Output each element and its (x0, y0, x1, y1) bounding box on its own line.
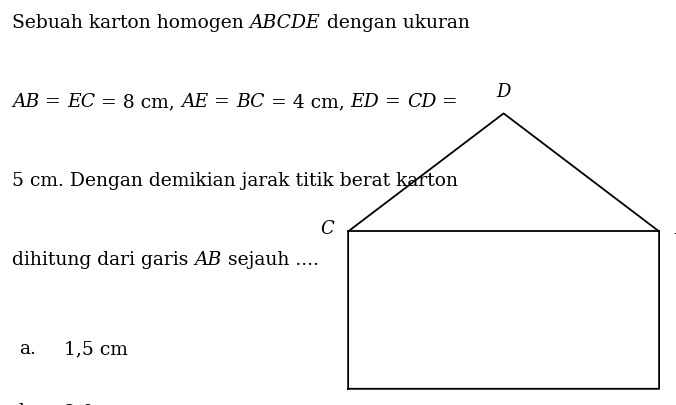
Text: =: = (39, 93, 67, 111)
Text: = 8 cm,: = 8 cm, (95, 93, 181, 111)
Text: =: = (436, 93, 458, 111)
Text: CD: CD (407, 93, 436, 111)
Text: Sebuah karton homogen: Sebuah karton homogen (12, 14, 250, 32)
Text: AE: AE (181, 93, 208, 111)
Text: sejauh ....: sejauh .... (222, 251, 318, 269)
Text: a.: a. (19, 340, 36, 358)
Text: ED: ED (350, 93, 379, 111)
Text: E: E (674, 220, 676, 239)
Text: b.: b. (19, 403, 37, 405)
Text: 2,0 cm: 2,0 cm (64, 403, 128, 405)
Text: D: D (496, 83, 511, 101)
Text: dengan ukuran: dengan ukuran (320, 14, 470, 32)
Text: ABCDE: ABCDE (250, 14, 320, 32)
Text: =: = (379, 93, 407, 111)
Text: BC: BC (236, 93, 264, 111)
Text: EC: EC (67, 93, 95, 111)
Text: AB: AB (12, 93, 39, 111)
Text: 5 cm. Dengan demikian jarak titik berat karton: 5 cm. Dengan demikian jarak titik berat … (12, 172, 458, 190)
Text: = 4 cm,: = 4 cm, (264, 93, 350, 111)
Text: =: = (208, 93, 236, 111)
Text: 1,5 cm: 1,5 cm (64, 340, 128, 358)
Text: AB: AB (195, 251, 222, 269)
Text: C: C (320, 220, 334, 239)
Text: dihitung dari garis: dihitung dari garis (12, 251, 195, 269)
